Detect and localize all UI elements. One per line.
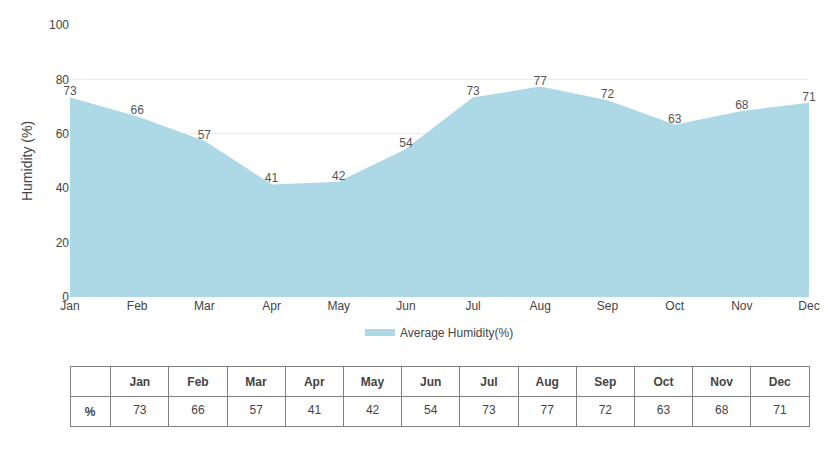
svg-text:66: 66 bbox=[191, 403, 205, 417]
svg-text:68: 68 bbox=[735, 98, 749, 112]
svg-text:May: May bbox=[361, 375, 385, 389]
svg-text:Jan: Jan bbox=[60, 299, 79, 313]
svg-text:60: 60 bbox=[56, 127, 70, 141]
svg-text:Jan: Jan bbox=[129, 375, 150, 389]
svg-text:77: 77 bbox=[540, 403, 554, 417]
svg-text:Aug: Aug bbox=[535, 375, 558, 389]
svg-text:May: May bbox=[327, 299, 350, 313]
svg-text:40: 40 bbox=[56, 181, 70, 195]
svg-text:54: 54 bbox=[424, 403, 438, 417]
svg-text:Dec: Dec bbox=[798, 299, 819, 313]
svg-text:100: 100 bbox=[49, 18, 69, 32]
svg-text:Average Humidity(%): Average Humidity(%) bbox=[400, 326, 513, 340]
svg-text:%: % bbox=[85, 405, 96, 419]
svg-text:71: 71 bbox=[802, 90, 816, 104]
svg-text:80: 80 bbox=[56, 73, 70, 87]
svg-text:Aug: Aug bbox=[530, 299, 551, 313]
svg-text:57: 57 bbox=[198, 128, 212, 142]
svg-text:66: 66 bbox=[131, 103, 145, 117]
svg-text:72: 72 bbox=[601, 87, 615, 101]
svg-text:Apr: Apr bbox=[262, 299, 281, 313]
svg-text:77: 77 bbox=[534, 74, 548, 88]
svg-text:Oct: Oct bbox=[665, 299, 684, 313]
svg-text:Sep: Sep bbox=[594, 375, 616, 389]
svg-text:Nov: Nov bbox=[731, 299, 752, 313]
svg-text:Feb: Feb bbox=[187, 375, 208, 389]
svg-text:73: 73 bbox=[63, 84, 77, 98]
svg-text:Oct: Oct bbox=[654, 375, 674, 389]
svg-text:Humidity (%): Humidity (%) bbox=[19, 121, 35, 201]
svg-text:Feb: Feb bbox=[127, 299, 148, 313]
svg-text:41: 41 bbox=[265, 171, 279, 185]
svg-text:Jul: Jul bbox=[480, 375, 497, 389]
svg-text:72: 72 bbox=[599, 403, 613, 417]
svg-text:57: 57 bbox=[250, 403, 264, 417]
svg-text:68: 68 bbox=[715, 403, 729, 417]
svg-text:20: 20 bbox=[56, 236, 70, 250]
svg-text:41: 41 bbox=[308, 403, 322, 417]
svg-text:63: 63 bbox=[668, 112, 682, 126]
svg-text:Mar: Mar bbox=[245, 375, 267, 389]
svg-text:54: 54 bbox=[399, 136, 413, 150]
svg-text:Jun: Jun bbox=[420, 375, 441, 389]
svg-text:73: 73 bbox=[133, 403, 147, 417]
svg-text:63: 63 bbox=[657, 403, 671, 417]
svg-text:Jul: Jul bbox=[465, 299, 480, 313]
svg-text:Apr: Apr bbox=[304, 375, 325, 389]
svg-text:42: 42 bbox=[366, 403, 380, 417]
svg-text:71: 71 bbox=[773, 403, 787, 417]
svg-text:Dec: Dec bbox=[769, 375, 791, 389]
svg-text:Sep: Sep bbox=[597, 299, 619, 313]
svg-text:73: 73 bbox=[482, 403, 496, 417]
svg-text:73: 73 bbox=[466, 84, 480, 98]
svg-text:42: 42 bbox=[332, 169, 346, 183]
svg-text:Mar: Mar bbox=[194, 299, 215, 313]
svg-text:0: 0 bbox=[62, 290, 69, 304]
svg-text:Jun: Jun bbox=[396, 299, 415, 313]
svg-text:Nov: Nov bbox=[710, 375, 733, 389]
